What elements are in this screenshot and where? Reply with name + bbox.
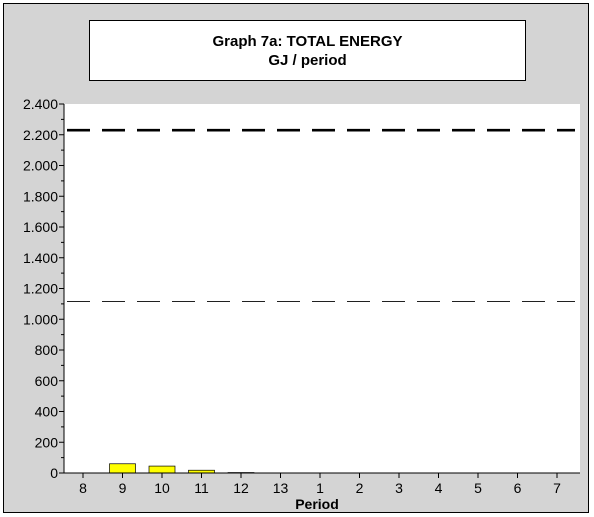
x-tick-label: 1 [316,480,324,496]
y-tick-label: 400 [35,404,59,420]
y-tick-label: 1.200 [23,281,58,297]
x-tick-label: 2 [356,480,364,496]
x-tick-label: 11 [194,480,209,496]
y-tick-label: 800 [35,342,59,358]
x-tick-label: 7 [553,480,561,496]
y-tick-label: 2.000 [23,158,58,174]
bar-9 [109,463,136,474]
chart-title: Graph 7a: TOTAL ENERGY [212,32,403,50]
x-tick-label: 3 [395,480,403,496]
x-tick-label: 9 [119,480,127,496]
x-tick-label: 6 [514,480,522,496]
y-tick-label: 0 [50,465,58,481]
bar-10 [148,465,176,474]
x-axis: 8 9 10 11 12 13 1 2 3 4 5 6 7 [64,472,580,496]
y-tick-label: 1.000 [23,311,58,327]
reference-lines [67,128,575,303]
y-tick-label: 2.400 [23,96,58,112]
x-axis-title: Period [295,496,339,512]
x-tick-label: 10 [154,480,170,496]
plot-area [64,104,580,473]
y-tick-label: 1.600 [23,219,58,235]
x-tick-label: 12 [233,480,249,496]
x-tick-label: 5 [474,480,482,496]
chart-subtitle: GJ / period [268,51,347,69]
y-axis: 0 200 400 600 800 1.000 1.200 1.400 1.600 1.800 2.… [23,96,65,481]
x-tick-label: 4 [435,480,443,496]
y-tick-label: 2.200 [23,127,58,143]
y-tick-label: 1.400 [23,250,58,266]
chart-title-box: Graph 7a: TOTAL ENERGY GJ / period [89,20,526,81]
y-tick-label: 600 [35,373,59,389]
x-tick-label: 8 [79,480,87,496]
y-tick-label: 1.800 [23,188,58,204]
y-tick-label: 200 [35,434,59,450]
x-tick-label: 13 [273,480,289,496]
